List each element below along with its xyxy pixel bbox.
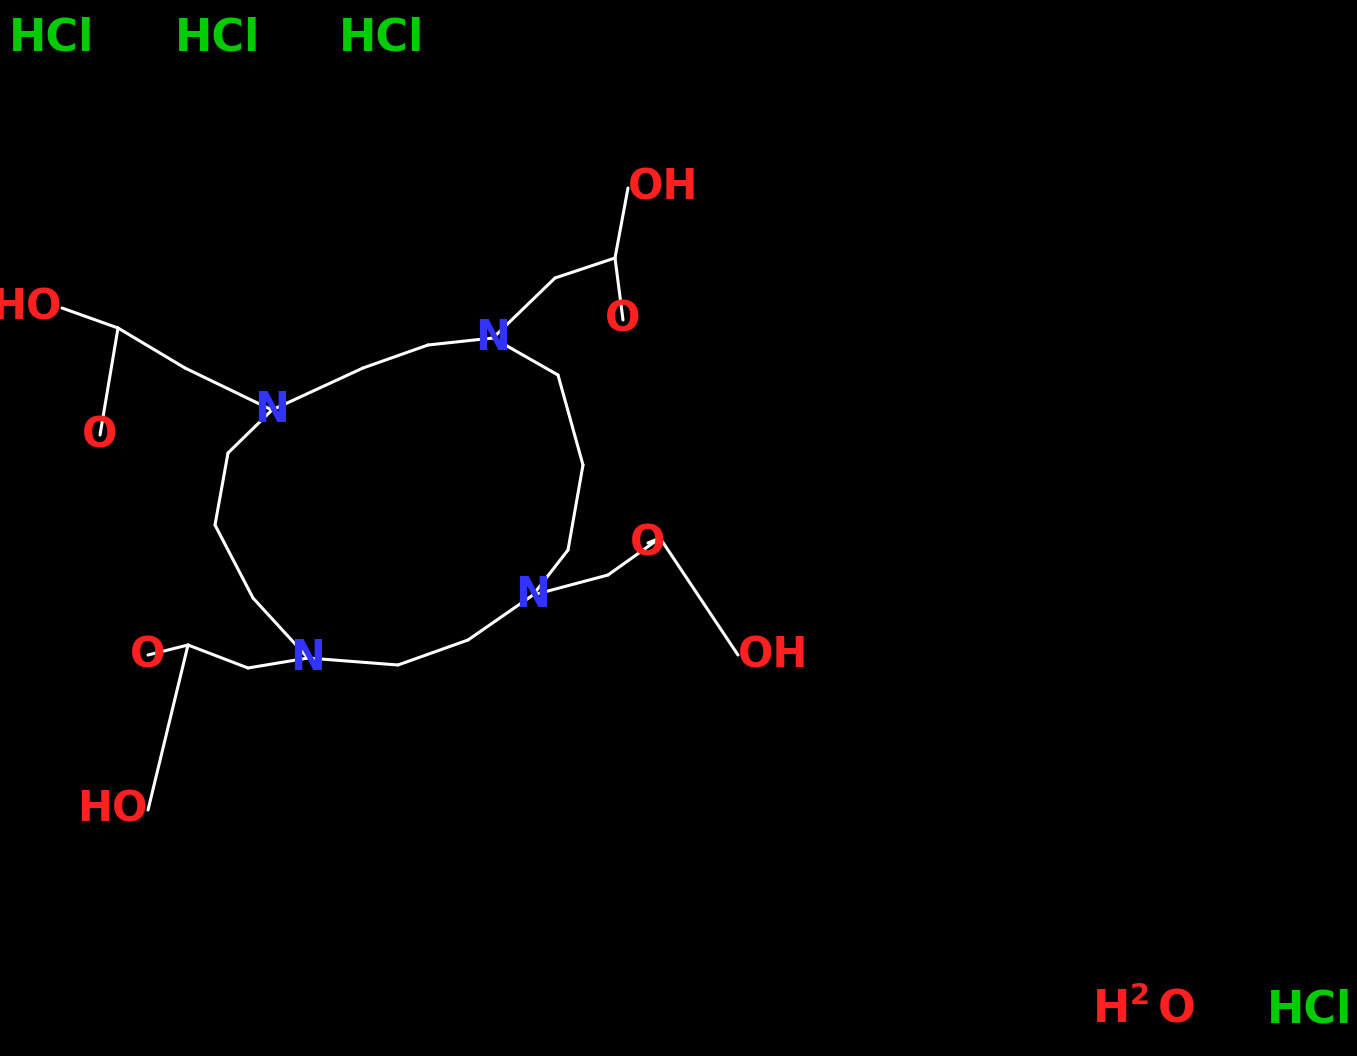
Text: OH: OH xyxy=(628,167,699,209)
Text: N: N xyxy=(290,637,326,679)
Text: O: O xyxy=(83,414,118,456)
Text: N: N xyxy=(516,574,551,616)
Text: N: N xyxy=(475,317,510,359)
Text: O: O xyxy=(1158,988,1196,1032)
Text: HCl: HCl xyxy=(1267,988,1353,1032)
Text: HO: HO xyxy=(77,789,148,831)
Text: HO: HO xyxy=(0,287,62,329)
Text: O: O xyxy=(605,299,641,341)
Text: HCl: HCl xyxy=(175,17,261,59)
Text: H: H xyxy=(1092,988,1130,1032)
Text: HCl: HCl xyxy=(9,17,95,59)
Text: 2: 2 xyxy=(1130,982,1151,1010)
Text: O: O xyxy=(130,634,166,676)
Text: OH: OH xyxy=(738,634,809,676)
Text: N: N xyxy=(255,389,289,431)
Text: HCl: HCl xyxy=(339,17,425,59)
Text: O: O xyxy=(630,522,666,564)
